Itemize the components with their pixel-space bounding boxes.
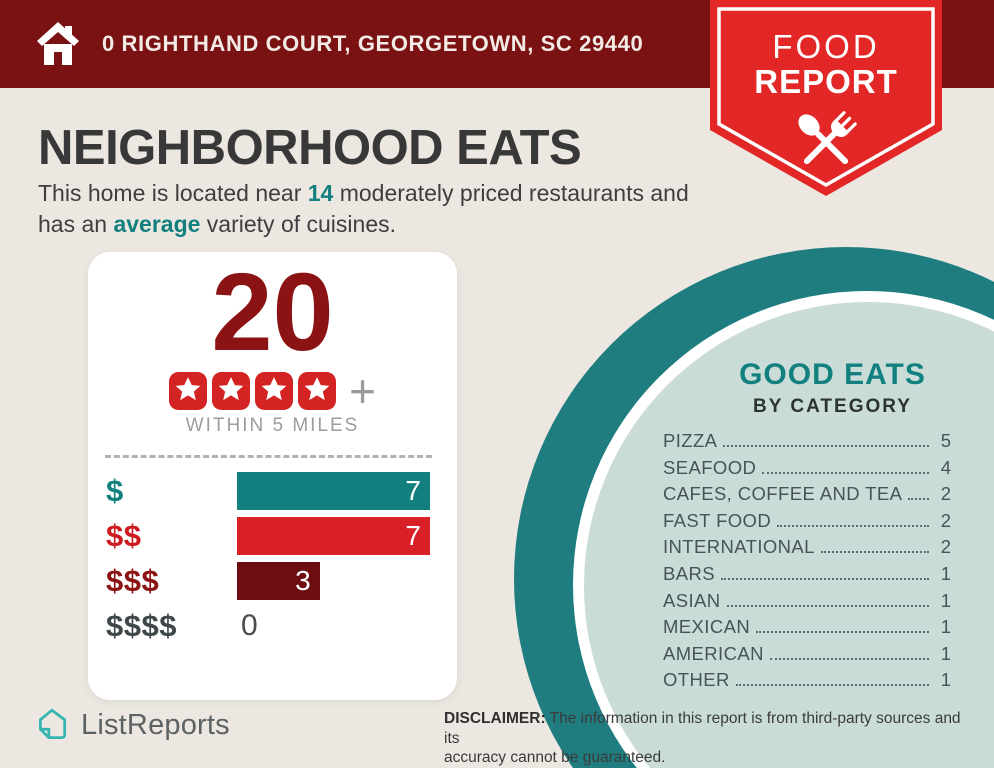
category-label: INTERNATIONAL: [663, 536, 815, 558]
yelp-star-icon: [255, 372, 294, 410]
intro-text: This home is located near: [38, 180, 308, 206]
bar: 7: [237, 472, 430, 510]
dot-leader: [720, 577, 929, 580]
page-title: NEIGHBORHOOD EATS: [38, 121, 582, 175]
disclaimer: DISCLAIMER: The information in this repo…: [444, 709, 979, 768]
ribbon-line1: FOOD: [772, 28, 879, 65]
price-tier-label: $: [106, 473, 124, 508]
home-icon: [37, 22, 79, 65]
restaurant-count-highlight: 14: [307, 180, 334, 206]
category-label: FAST FOOD: [663, 509, 772, 531]
food-report-ribbon: FOOD REPORT: [710, 0, 942, 196]
category-label: OTHER: [663, 669, 730, 691]
ribbon-line2: REPORT: [754, 63, 898, 100]
category-label: AMERICAN: [663, 642, 764, 664]
listreports-house-icon: [39, 708, 67, 740]
category-label: BARS: [663, 562, 715, 584]
category-list: PIZZA 5 SEAFOOD 4 CAFES, COFFEE AND TEA 2 FAST…: [663, 430, 951, 696]
disclaimer-label: DISCLAIMER:: [444, 710, 546, 727]
category-row: FAST FOOD 2: [663, 510, 951, 537]
intro-text: variety of cuisines.: [200, 211, 397, 237]
restaurant-total-count: 20: [211, 251, 334, 374]
dashed-divider: [105, 455, 432, 458]
dot-leader: [726, 604, 929, 607]
price-tier-row: $7: [106, 472, 430, 510]
category-label: CAFES, COFFEE AND TEA: [663, 483, 903, 505]
category-count: 1: [940, 616, 951, 638]
yelp-star-icon: [169, 372, 208, 410]
dot-leader: [723, 445, 929, 447]
good-eats-heading: GOOD EATS BY CATEGORY: [660, 358, 994, 418]
category-count: 1: [940, 562, 951, 584]
yelp-star-icon: [298, 372, 337, 410]
category-count: 1: [940, 589, 951, 611]
category-row: ASIAN 1: [663, 590, 951, 617]
dot-leader: [769, 657, 929, 660]
price-tier-row: $$ 7: [106, 517, 430, 555]
crossed-spoon-fork-icon: [798, 111, 857, 165]
summary-card: 20 + WITHIN 5 MILES $7 $$ 7 $$$ 3 $$$$ 0: [88, 252, 457, 700]
dot-leader: [756, 631, 929, 634]
category-row: CAFES, COFFEE AND TEA 2: [663, 483, 951, 510]
price-tier-label: $$$$: [106, 608, 177, 643]
bar: 7: [237, 517, 430, 555]
category-row: OTHER 1: [663, 669, 951, 696]
category-count: 5: [940, 430, 951, 451]
category-row: MEXICAN 1: [663, 616, 951, 643]
category-row: INTERNATIONAL 2: [663, 536, 951, 563]
category-label: PIZZA: [663, 430, 718, 451]
intro-sentence: This home is located near 14 moderately …: [38, 178, 718, 240]
zero-value: 0: [241, 609, 258, 642]
category-label: MEXICAN: [663, 616, 751, 638]
disclaimer-text: The information in this report is from t…: [444, 710, 961, 747]
radius-caption: WITHIN 5 MILES: [185, 415, 360, 436]
dot-leader: [735, 684, 929, 687]
property-address: 0 RIGHTHAND COURT, GEORGETOWN, SC 29440: [102, 31, 644, 56]
dot-leader: [908, 498, 929, 501]
dot-leader: [777, 524, 929, 527]
variety-highlight: average: [113, 211, 201, 237]
price-tier-row: $$$$ 0: [106, 607, 430, 645]
brand-name: ListReports: [81, 708, 230, 741]
listreports-logo: ListReports: [33, 706, 230, 744]
good-eats-title: GOOD EATS: [739, 358, 926, 391]
category-row: SEAFOOD 4: [663, 457, 951, 484]
category-label: ASIAN: [663, 589, 721, 611]
star-rating: +: [88, 365, 457, 417]
price-tier-label: $$: [106, 518, 142, 553]
category-row: BARS 1: [663, 563, 951, 590]
category-count: 1: [940, 669, 951, 691]
yelp-star-icon: [212, 372, 251, 410]
category-count: 2: [940, 483, 951, 505]
category-count: 4: [940, 456, 951, 478]
dot-leader: [820, 551, 929, 554]
price-tier-label: $$$: [106, 563, 160, 598]
price-bar-chart: $7 $$ 7 $$$ 3 $$$$ 0: [106, 472, 430, 652]
category-count: 2: [940, 509, 951, 531]
bar: 3: [237, 562, 320, 600]
category-row: PIZZA 5: [663, 430, 951, 457]
category-label: SEAFOOD: [663, 456, 757, 478]
intro-text: has an: [38, 211, 114, 237]
dot-leader: [762, 471, 929, 474]
category-count: 2: [940, 536, 951, 558]
category-count: 1: [940, 642, 951, 664]
category-row: AMERICAN 1: [663, 643, 951, 670]
intro-text: moderately priced restaurants and: [333, 180, 689, 206]
price-tier-row: $$$ 3: [106, 562, 430, 600]
good-eats-subtitle: BY CATEGORY: [753, 396, 912, 417]
disclaimer-text: accuracy cannot be guaranteed.: [444, 749, 666, 766]
plus-sign: +: [349, 365, 376, 417]
